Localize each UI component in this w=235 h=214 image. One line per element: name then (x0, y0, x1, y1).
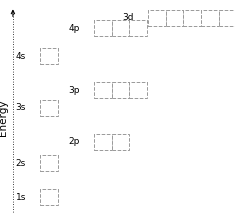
Bar (219, 10, 235, 26)
Bar (40, 155, 58, 171)
Bar (112, 82, 129, 98)
Bar (112, 134, 129, 150)
Bar (94, 134, 112, 150)
Text: Energy: Energy (0, 100, 8, 136)
Bar (112, 20, 129, 36)
Bar (94, 20, 112, 36)
Text: 4p: 4p (69, 24, 80, 33)
Bar (94, 82, 112, 98)
Bar (129, 82, 147, 98)
Text: 4s: 4s (16, 52, 26, 61)
Bar (129, 20, 147, 36)
Text: 3p: 3p (68, 86, 80, 95)
Bar (40, 100, 58, 116)
Text: 2s: 2s (16, 159, 26, 168)
Bar (40, 48, 58, 64)
Bar (201, 10, 219, 26)
Text: 3s: 3s (16, 103, 26, 112)
Text: 3d: 3d (122, 13, 134, 22)
Text: 1s: 1s (16, 193, 26, 202)
Bar (148, 10, 166, 26)
Text: 2p: 2p (69, 137, 80, 146)
Bar (40, 189, 58, 205)
Bar (166, 10, 183, 26)
Bar (183, 10, 201, 26)
